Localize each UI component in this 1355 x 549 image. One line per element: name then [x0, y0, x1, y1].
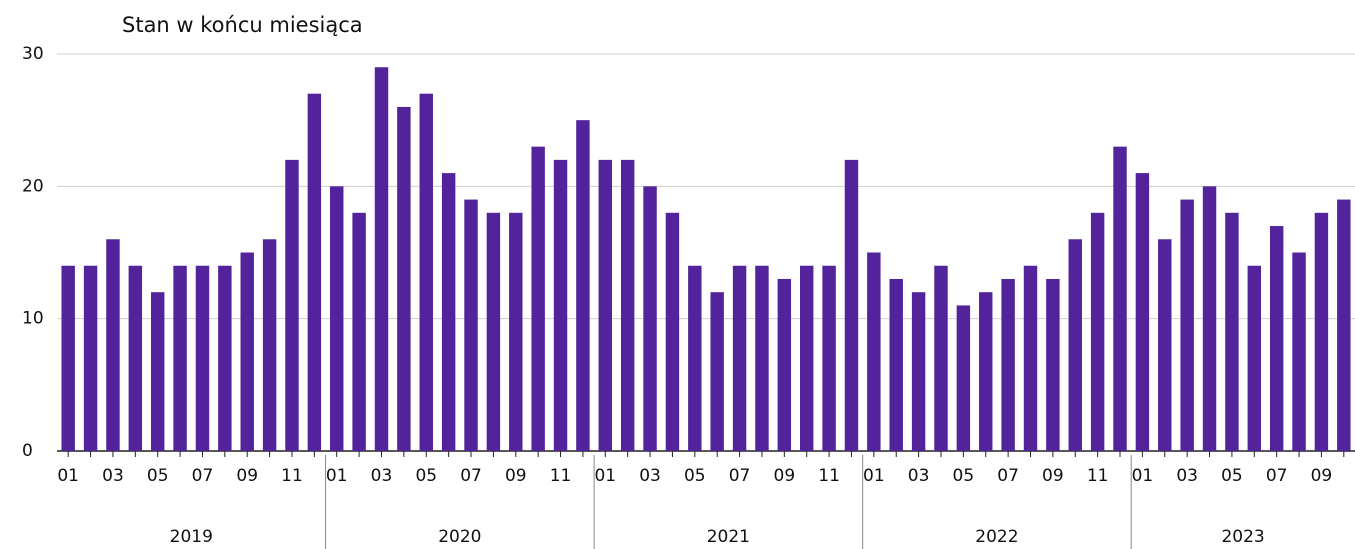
bar — [1247, 265, 1262, 451]
bar — [464, 199, 478, 451]
bar — [1314, 212, 1329, 451]
bar — [150, 292, 165, 451]
bar — [285, 159, 299, 451]
x-tick-label: 07 — [192, 466, 214, 486]
bar — [1202, 186, 1217, 452]
x-tick-label: 09 — [1042, 466, 1064, 486]
bar — [441, 173, 456, 451]
bar — [106, 239, 120, 451]
x-tick-label: 05 — [1221, 466, 1243, 486]
bar — [911, 292, 926, 451]
bar — [1158, 239, 1172, 451]
x-tick-label: 05 — [415, 466, 437, 486]
x-tick-label: 11 — [281, 466, 303, 486]
bar — [397, 106, 411, 451]
x-tick-label: 07 — [460, 466, 482, 486]
group-label: 2021 — [707, 527, 750, 547]
bar — [620, 159, 635, 451]
x-tick-label: 11 — [818, 466, 840, 486]
group-label: 2020 — [438, 527, 481, 547]
bar — [531, 146, 545, 451]
x-tick-label: 07 — [1266, 466, 1288, 486]
x-tick-label: 03 — [1176, 466, 1198, 486]
x-tick-label: 09 — [236, 466, 258, 486]
bar — [1337, 199, 1351, 451]
bar — [643, 186, 657, 452]
x-tick-label: 01 — [594, 466, 616, 486]
bar — [61, 265, 75, 451]
x-tick-label: 01 — [326, 466, 348, 486]
x-tick-label: 09 — [505, 466, 527, 486]
bar — [576, 120, 590, 452]
bar — [509, 212, 523, 451]
bar — [352, 212, 366, 451]
bar — [553, 159, 568, 451]
bar — [710, 292, 724, 451]
bar — [665, 212, 680, 451]
x-tick-label: 05 — [684, 466, 706, 486]
bar — [262, 239, 277, 451]
bar — [598, 159, 613, 451]
x-tick-label: 05 — [147, 466, 169, 486]
bar — [374, 67, 389, 451]
x-tick-label: 03 — [371, 466, 393, 486]
bar — [979, 292, 993, 451]
bar — [889, 278, 903, 451]
group-label: 2019 — [170, 527, 213, 547]
bar — [173, 265, 187, 451]
x-tick-label: 07 — [729, 466, 751, 486]
bar — [822, 265, 836, 451]
bar — [1180, 199, 1194, 451]
bar — [755, 265, 769, 451]
x-tick-label: 03 — [639, 466, 661, 486]
bar — [1225, 212, 1239, 451]
y-tick-label: 30 — [22, 44, 44, 64]
bar — [83, 265, 98, 451]
x-tick-label: 09 — [774, 466, 796, 486]
bar — [330, 186, 344, 452]
bar — [1113, 146, 1127, 451]
bar — [1068, 239, 1082, 451]
bar — [1090, 212, 1105, 451]
y-tick-label: 0 — [22, 441, 33, 461]
x-tick-label: 01 — [57, 466, 79, 486]
x-tick-label: 11 — [1087, 466, 1109, 486]
bar — [218, 265, 232, 451]
y-tick-label: 10 — [22, 309, 44, 329]
bar — [195, 265, 210, 451]
y-tick-label: 20 — [22, 176, 44, 196]
chart-subtitle: Stan w końcu miesiąca — [122, 13, 363, 37]
bar — [867, 252, 881, 451]
bar — [844, 159, 859, 451]
x-tick-label: 03 — [102, 466, 124, 486]
bar — [956, 305, 971, 451]
group-label: 2022 — [975, 527, 1018, 547]
group-label: 2023 — [1221, 527, 1264, 547]
bar — [128, 265, 143, 451]
bar — [934, 265, 948, 451]
bar — [688, 265, 702, 451]
bar — [1269, 226, 1284, 451]
x-tick-label: 11 — [550, 466, 572, 486]
bar — [1023, 265, 1038, 451]
x-tick-label: 05 — [953, 466, 975, 486]
bar — [732, 265, 747, 451]
bar — [240, 252, 254, 451]
bar — [777, 278, 792, 451]
bar — [1292, 252, 1306, 451]
x-tick-label: 01 — [1132, 466, 1154, 486]
bar — [1046, 278, 1060, 451]
bar — [1135, 173, 1150, 451]
bar — [419, 93, 433, 451]
bar — [1001, 278, 1015, 451]
x-tick-label: 03 — [908, 466, 930, 486]
bar — [486, 212, 501, 451]
x-tick-label: 09 — [1311, 466, 1333, 486]
bar — [307, 93, 322, 451]
x-tick-label: 01 — [863, 466, 885, 486]
x-tick-label: 07 — [997, 466, 1019, 486]
bar — [799, 265, 814, 451]
